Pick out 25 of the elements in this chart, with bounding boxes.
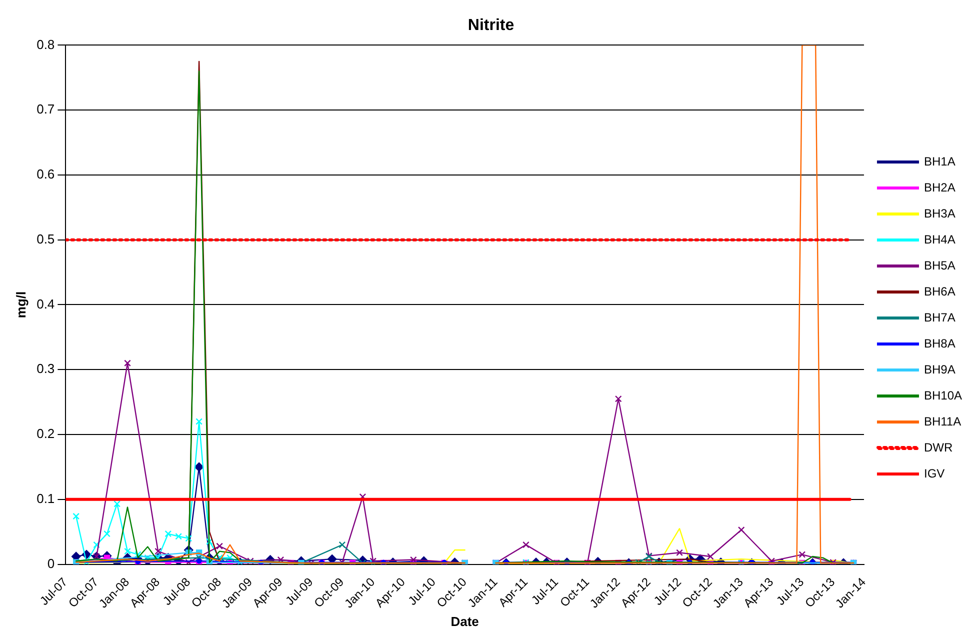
y-tick-label: 0.2 bbox=[36, 426, 55, 442]
legend-label: BH3A bbox=[924, 206, 956, 220]
y-tick-label: 0 bbox=[47, 556, 55, 571]
legend-label: BH11A bbox=[924, 414, 962, 428]
y-tick-label: 0.8 bbox=[36, 36, 55, 52]
y-tick-label: 0.5 bbox=[36, 231, 55, 246]
y-tick-label: 0.4 bbox=[36, 296, 55, 312]
legend-label: DWR bbox=[924, 440, 953, 454]
x-axis-title: Date bbox=[450, 614, 479, 629]
legend-label: BH8A bbox=[924, 336, 956, 350]
legend-label: BH7A bbox=[924, 310, 956, 324]
y-tick-label: 0.7 bbox=[36, 102, 55, 117]
y-axis-title: mg/l bbox=[13, 291, 28, 318]
legend-label: IGV bbox=[924, 466, 945, 480]
legend-label: BH9A bbox=[924, 362, 956, 376]
legend-label: BH10A bbox=[924, 388, 962, 402]
legend-label: BH1A bbox=[924, 154, 956, 168]
y-tick-label: 0.3 bbox=[36, 361, 55, 376]
legend-label: BH5A bbox=[924, 258, 956, 272]
legend-label: BH4A bbox=[924, 232, 956, 246]
legend-label: BH6A bbox=[924, 284, 956, 298]
y-tick-label: 0.1 bbox=[36, 490, 55, 506]
chart-title: Nitrite bbox=[468, 17, 514, 34]
y-tick-label: 0.6 bbox=[36, 166, 55, 182]
legend-label: BH2A bbox=[924, 180, 956, 194]
